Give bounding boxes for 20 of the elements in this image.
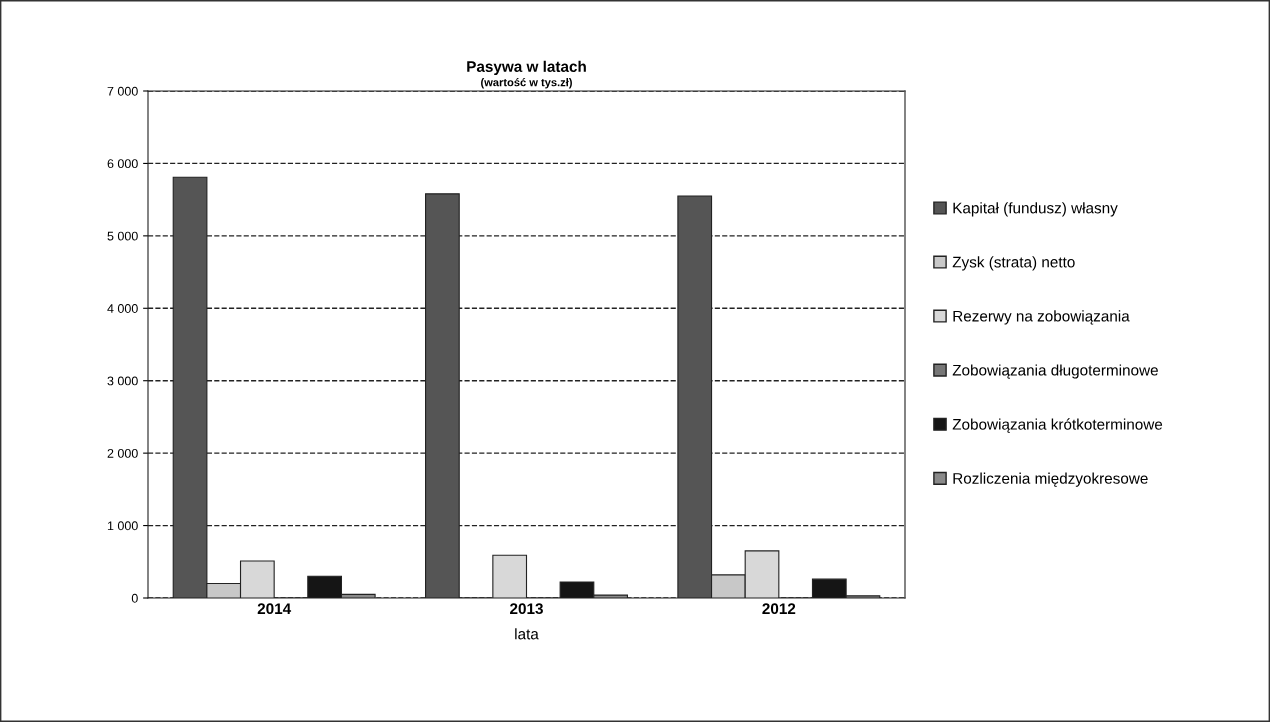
legend-label: Rozliczenia międzyokresowe <box>953 472 1148 487</box>
legend-label: Zysk (strata) netto <box>952 256 1075 271</box>
chart-title: Pasywa w latach <box>467 60 586 75</box>
legend-label: Zobowiązania długoterminowe <box>952 364 1158 379</box>
y-tick-label: 2 000 <box>107 448 138 458</box>
y-tick-label: 5 000 <box>107 231 138 241</box>
y-tick-label: 3 000 <box>107 376 138 386</box>
legend-label: Zobowiązania krótkoterminowe <box>952 418 1163 433</box>
y-tick-label: 1 000 <box>107 521 138 531</box>
y-tick-label: 4 000 <box>107 304 138 313</box>
legend-label: Kapitał (fundusz) własny <box>953 202 1118 217</box>
legend-label: Rezerwy na zobowiązania <box>953 310 1130 325</box>
x-tick-label: 2012 <box>762 603 796 615</box>
x-tick-label: 2013 <box>510 603 543 615</box>
y-tick-label: 0 <box>131 593 138 603</box>
y-tick-label: 6 000 <box>107 159 138 169</box>
x-axis-title: lata <box>515 628 539 640</box>
chart-subtitle: (wartość w tys.zł) <box>481 78 572 89</box>
x-tick-label: 2014 <box>257 603 292 615</box>
y-tick-label: 7 000 <box>107 86 138 96</box>
